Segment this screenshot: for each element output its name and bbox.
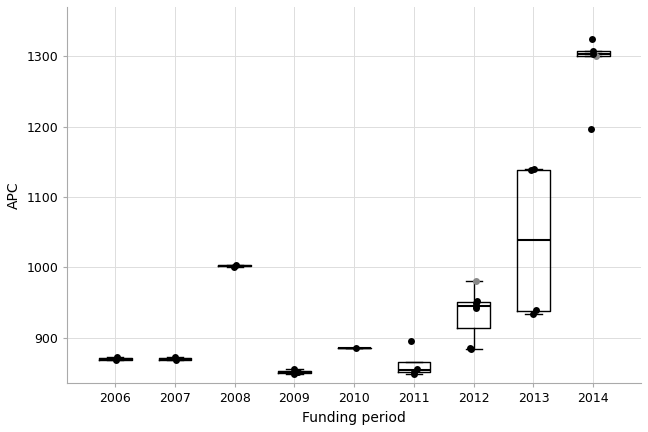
Y-axis label: APC: APC — [7, 181, 21, 209]
X-axis label: Funding period: Funding period — [302, 411, 406, 425]
